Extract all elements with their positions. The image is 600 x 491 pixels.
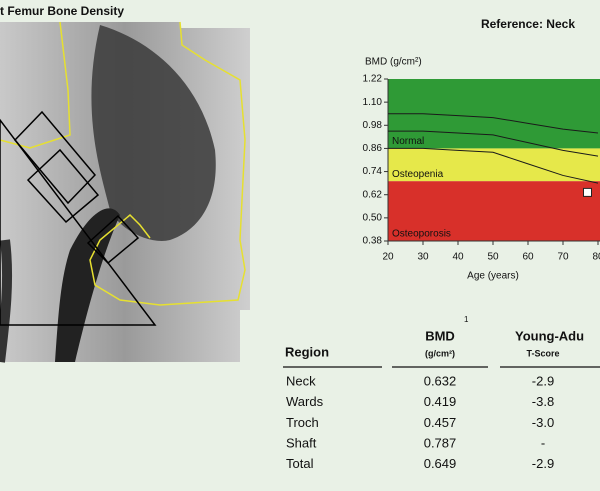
- t-score: -2.9: [532, 373, 554, 388]
- reference: Reference: Neck: [481, 17, 575, 31]
- patient-point: [583, 187, 592, 197]
- bmd: 0.649: [424, 456, 457, 471]
- outline: [89, 21, 246, 306]
- header-bmd: BMD: [425, 328, 455, 343]
- t-score: -2.9: [532, 456, 554, 471]
- x-tick-label: 60: [522, 252, 534, 263]
- bmd: 0.419: [424, 394, 457, 409]
- footnote-mark: 1: [464, 315, 469, 324]
- chart: Normal Osteopenia Osteoporosis BMD (g/cm²) A…: [363, 57, 600, 282]
- x-tick-label: 40: [452, 252, 464, 263]
- y-tick-label: 0.98: [363, 120, 383, 131]
- y-tick-label: 1.10: [363, 97, 383, 108]
- y-tick-label: 0.74: [363, 166, 383, 177]
- y-tick-label: 0.62: [363, 189, 383, 200]
- x-axis-label: Age (years): [467, 271, 519, 282]
- region: Shaft: [286, 436, 317, 451]
- region: Total: [286, 456, 314, 471]
- y-tick-label: 1.22: [363, 74, 383, 85]
- region: Wards: [286, 394, 324, 409]
- t-score: -: [541, 436, 545, 451]
- title: t Femur Bone Density: [0, 4, 124, 18]
- reference-curve: [388, 113, 599, 134]
- y-axis-label: BMD (g/cm²): [365, 57, 422, 68]
- roi-neck: [13, 110, 97, 205]
- region: Troch: [286, 415, 319, 430]
- x-tick-label: 80: [592, 252, 600, 263]
- header-young-adult: Young-Adu: [515, 328, 584, 343]
- header-bmd-unit: (g/cm²): [425, 348, 455, 358]
- roi-wards: [26, 148, 100, 224]
- bmd: 0.632: [424, 373, 457, 388]
- t-score: -3.0: [532, 415, 554, 430]
- band-label: Osteoporosis: [392, 229, 451, 240]
- bmd: 0.457: [424, 415, 457, 430]
- reference-curve: [388, 130, 599, 157]
- x-tick-label: 50: [487, 252, 499, 263]
- roi-triangle: [0, 118, 157, 326]
- results-table: Region BMD 1 (g/cm²) Young-Adu T-Score N…: [283, 315, 600, 471]
- roi-troch: [86, 214, 140, 265]
- x-tick-label: 70: [557, 252, 569, 263]
- header-region: Region: [285, 344, 329, 359]
- y-tick-label: 0.38: [363, 236, 383, 247]
- scan-image: [0, 21, 250, 363]
- band: [388, 181, 600, 241]
- x-tick-label: 20: [382, 252, 394, 263]
- y-tick-label: 0.50: [363, 212, 383, 223]
- region: Neck: [286, 373, 316, 388]
- x-tick-label: 30: [417, 252, 429, 263]
- band-label: Osteopenia: [392, 169, 444, 180]
- bmd: 0.787: [424, 436, 457, 451]
- header-tscore: T-Score: [526, 348, 559, 358]
- band-label: Normal: [392, 136, 424, 147]
- reference-curve: [388, 147, 599, 184]
- scan-bone: [91, 25, 216, 241]
- y-tick-label: 0.86: [363, 143, 383, 154]
- t-score: -3.8: [532, 394, 554, 409]
- scan-edge: [0, 239, 13, 363]
- scan-shaft: [55, 208, 120, 362]
